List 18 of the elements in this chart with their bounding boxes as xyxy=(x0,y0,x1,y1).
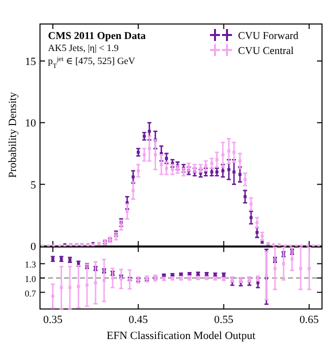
y-tick-label: 0 xyxy=(30,241,36,253)
x-tick-label: 0.35 xyxy=(43,314,63,326)
y-axis-title: Probability Density xyxy=(7,92,19,178)
x-tick-label: 0.55 xyxy=(214,314,234,326)
y-tick-label: 15 xyxy=(25,56,36,68)
text: CMS 2011 Open Data xyxy=(48,31,146,42)
text: AK5 Jets, |η| < 1.9 xyxy=(48,44,119,54)
legend-label: CVU Central xyxy=(238,46,294,57)
x-tick-label: 0.65 xyxy=(300,314,320,326)
y-tick-label: 1.0 xyxy=(24,274,36,284)
x-axis-title: EFN Classification Model Output xyxy=(106,330,256,342)
y-tick-label: 1.3 xyxy=(24,260,36,270)
y-tick-label: 5 xyxy=(30,179,36,192)
y-tick-label: 0.7 xyxy=(24,288,36,298)
x-tick-label: 0.45 xyxy=(128,314,148,326)
annotation: p$_{T}$$^{jet}$ ∈ [475, 525] GeV xyxy=(48,56,136,70)
legend-label: CVU Forward xyxy=(238,31,300,42)
y-tick-label: 10 xyxy=(25,118,36,130)
